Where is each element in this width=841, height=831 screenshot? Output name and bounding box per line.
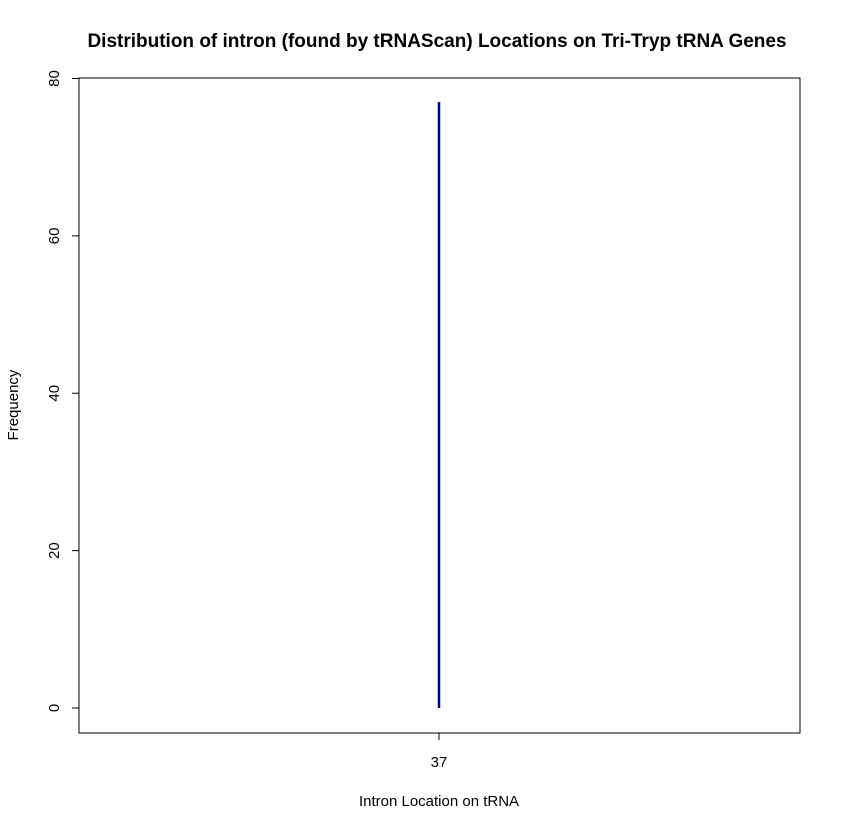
chart-title: Distribution of intron (found by tRNASca… [87,31,786,52]
x-tick-label: 37 [431,754,448,771]
x-axis-label: Intron Location on tRNA [359,793,519,810]
y-tick-label: 40 [46,385,63,402]
y-axis-label: Frequency [5,369,22,440]
x-axis: 37 [431,733,448,771]
y-tick-label: 80 [46,70,63,87]
y-tick-label: 20 [46,542,63,559]
y-tick-label: 60 [46,228,63,245]
y-axis: 0 20 40 60 80 [46,70,79,712]
y-tick-label: 0 [46,704,63,712]
